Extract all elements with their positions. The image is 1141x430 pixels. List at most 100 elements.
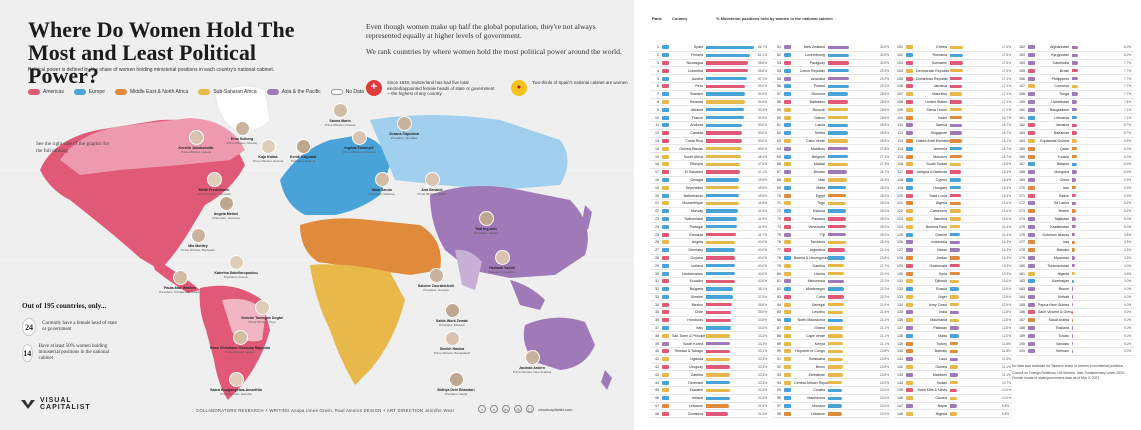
country-cell: Guinea <box>935 396 947 401</box>
rank-cell: 79 <box>777 263 781 268</box>
table-row: 112 Singapore 16.7% <box>894 130 1012 138</box>
leader-role: Prime Minister, Gabon <box>225 350 255 354</box>
leader-avatar <box>396 116 412 131</box>
flag-icon <box>906 193 913 198</box>
leader-role: Prime Minister, Bangladesh <box>433 351 471 355</box>
rank-cell: 72 <box>777 209 781 214</box>
table-row: 72 Estonia 25.0% <box>772 208 890 216</box>
bar <box>1072 178 1077 182</box>
table-row: 128 Jordan 14.3% <box>894 255 1012 263</box>
value-label: 28.6% <box>880 92 890 97</box>
flag-icon <box>906 341 913 346</box>
bar <box>706 365 730 369</box>
instagram-icon[interactable]: ◎ <box>514 405 522 413</box>
bar <box>950 295 960 299</box>
legend-label: Asia & the Pacific <box>281 89 321 95</box>
flag-icon <box>662 209 669 214</box>
table-row: 33 Ukraine 37.5% <box>650 294 768 302</box>
rank-cell: 165 <box>1019 146 1025 151</box>
linkedin-icon[interactable]: in <box>502 405 510 413</box>
bar <box>828 318 844 322</box>
table-row: 98 Lebanon 20.0% <box>772 410 890 419</box>
bar-track <box>706 248 756 252</box>
bar <box>828 357 843 361</box>
website-link[interactable]: visualcapitalist.com <box>538 406 573 412</box>
country-cell: Burundi <box>812 107 825 112</box>
value-label: 8.0% <box>1124 45 1132 50</box>
country-cell: Iran <box>1062 185 1069 190</box>
table-row: 88 Cape Verde 21.1% <box>772 332 890 341</box>
leader-role: President, Georgia <box>423 288 449 292</box>
country-cell: Suriname <box>931 60 947 65</box>
country-cell: Equatorial Guinea <box>1040 138 1069 143</box>
bar <box>1072 201 1076 206</box>
table-row: 126 Indonesia 14.3% <box>894 239 1012 247</box>
bar <box>706 217 737 221</box>
bar <box>950 76 963 81</box>
leader-card: Kerstin Jakobsdottir Prime Minister, Icel… <box>174 130 218 154</box>
bar-track <box>1072 170 1122 174</box>
stats-title: Out of 195 countries, only... <box>22 302 107 310</box>
table-row: 31 Ecuador 40.0% <box>650 278 768 286</box>
country-cell: South Africa <box>683 154 703 159</box>
leader-role: Prime Minister, Togo <box>248 320 276 324</box>
rank-cell: 171 <box>1019 193 1025 198</box>
bar <box>828 76 849 81</box>
flag-icon <box>1028 146 1035 151</box>
bar-track <box>1072 108 1122 112</box>
rank-cell: 92 <box>777 365 781 370</box>
leader-card: Kaja Kallas Prime Minister, Estonia <box>246 139 290 163</box>
flag-icon <box>662 107 669 112</box>
bar-track <box>1072 295 1122 299</box>
value-label: 10.7% <box>1002 380 1012 385</box>
leader-name: Katerina Sakellaropoulou <box>214 271 258 275</box>
rank-cell: 110 <box>897 115 903 120</box>
country-cell: Bhutan <box>813 170 825 175</box>
bar-track <box>706 357 756 361</box>
bar-track <box>828 69 878 73</box>
bar <box>706 193 739 198</box>
rank-cell: 187 <box>1019 318 1025 323</box>
table-row: 2 Finland 61.1% <box>650 52 768 60</box>
bar <box>828 256 845 260</box>
rank-cell: 127 <box>897 248 903 253</box>
rank-cell: 81 <box>777 279 781 284</box>
flag-icon <box>662 232 669 237</box>
value-label: 25.0% <box>880 209 890 214</box>
intro-paragraph: Even though women make up half the globa… <box>366 22 596 41</box>
rank-cell: 54 <box>777 68 781 73</box>
bar-track <box>950 303 1000 307</box>
twitter-icon[interactable]: t <box>490 405 498 413</box>
rank-cell: 90 <box>777 349 781 354</box>
facebook-icon[interactable]: f <box>478 405 486 413</box>
rank-cell: 134 <box>897 302 903 307</box>
rank-cell: 32 <box>655 287 659 292</box>
bar <box>706 201 739 206</box>
bar-track <box>828 76 878 81</box>
table-row: 124 Burkina Faso 14.3% <box>894 223 1012 232</box>
bar <box>706 295 733 299</box>
bar <box>950 287 960 291</box>
bar-track <box>828 295 878 299</box>
rank-cell: 52 <box>777 53 781 58</box>
table-row: 158 Tonga 7.7% <box>1016 91 1134 99</box>
value-label: 20.8% <box>880 357 890 362</box>
globe-icon[interactable]: ◯ <box>526 405 534 413</box>
rank-cell: 138 <box>897 333 903 338</box>
value-label: 21.1% <box>880 341 890 346</box>
bar <box>706 178 739 182</box>
rank-cell: 159 <box>1019 99 1025 104</box>
rank-cell: 73 <box>777 216 781 221</box>
country-cell: Solomon Islands <box>1042 232 1069 237</box>
flag-icon <box>662 60 669 65</box>
rank-cell: 181 <box>1019 271 1025 276</box>
leader-role: President, Taiwan <box>474 231 498 235</box>
bar <box>706 45 754 50</box>
value-label: 23.8% <box>880 255 890 260</box>
bar-track <box>828 318 878 322</box>
stat-text: Have at least 50% women holding minister… <box>38 344 110 362</box>
country-cell: Armenia <box>933 146 947 151</box>
bar <box>828 412 843 416</box>
table-row: 92 Benin 20.8% <box>772 364 890 372</box>
value-label: 0.0% <box>1124 333 1132 338</box>
